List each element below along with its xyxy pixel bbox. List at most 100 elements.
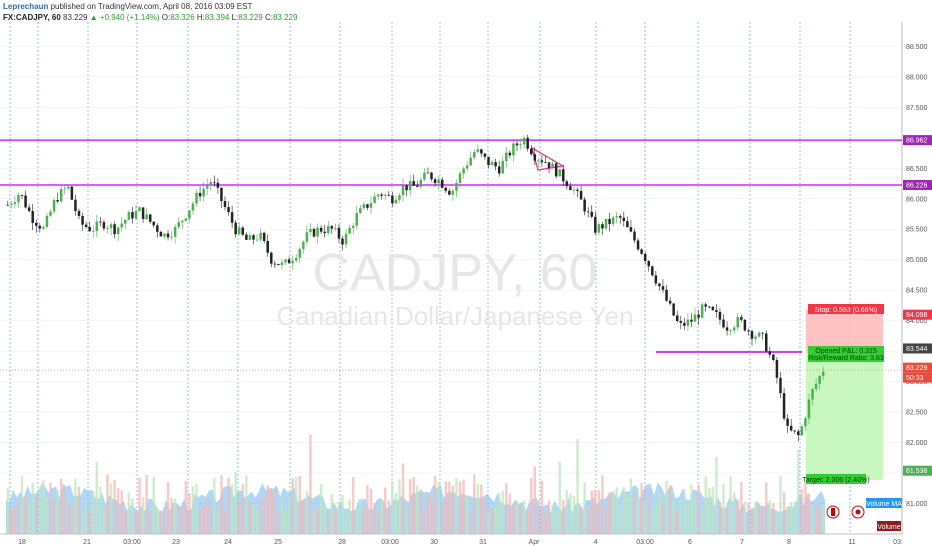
price-axis[interactable]: 88.50088.00087.50087.00086.50086.00085.5…: [906, 44, 928, 508]
volume-bar: [711, 486, 715, 534]
candle-body: [177, 222, 180, 227]
volume-bar: [754, 501, 757, 534]
published-text: published on TradingView.com, April 08, …: [50, 2, 253, 11]
volume-bar: [380, 499, 383, 534]
volume-bar: [668, 485, 672, 534]
candle-body: [718, 311, 722, 320]
triangle-pattern[interactable]: [531, 146, 565, 171]
volume-bar: [814, 503, 818, 534]
long-position-tool[interactable]: Stop: 0.553 (0.66%) Opened P&L: 0.315 Ri…: [802, 304, 884, 484]
volume-bar: [134, 512, 138, 534]
canada-flag-icon[interactable]: [826, 505, 840, 519]
candle-body: [198, 193, 202, 197]
volume-bar: [455, 478, 458, 534]
volume-bar: [654, 501, 658, 534]
volume-bar: [351, 476, 355, 534]
candle-body: [800, 426, 804, 436]
candle-body: [156, 225, 159, 232]
volume-bar: [319, 483, 323, 534]
candle-body: [202, 188, 205, 197]
candle-body: [693, 314, 697, 322]
candle-body: [554, 163, 558, 177]
candle-body: [102, 222, 106, 229]
volume-bar: [348, 499, 351, 534]
candle-body: [715, 310, 718, 312]
volume-bar: [159, 510, 163, 534]
candle-body: [430, 172, 433, 180]
price-tick-label: 84.500: [906, 288, 928, 295]
symbol-label[interactable]: FX:CADJPY, 60: [3, 13, 61, 22]
candle-body: [686, 319, 690, 326]
volume-bar: [127, 492, 131, 534]
volume-bar: [280, 497, 284, 534]
time-axis[interactable]: 18 21 03:00 23 24 25 28 03:00 30 31 Apr 4 03:00 6 7 8 11…: [18, 539, 903, 546]
price-badge: [903, 135, 932, 146]
candle-body: [729, 330, 732, 332]
candle-body: [494, 162, 497, 167]
candle-body: [362, 204, 366, 209]
volume-bar: [540, 480, 544, 534]
volume-bar: [148, 513, 152, 534]
volume-bar: [661, 504, 665, 534]
volume-bar: [569, 493, 572, 534]
author-link[interactable]: Leprechaun: [3, 2, 49, 11]
candle-body: [166, 233, 170, 238]
low-label: L:: [231, 13, 239, 22]
candle-body: [576, 189, 579, 191]
volume-bar: [88, 511, 91, 534]
volume-bar: [462, 479, 465, 534]
volume-bar: [77, 486, 81, 534]
candle-body: [515, 143, 519, 146]
volume-bar: [227, 477, 230, 534]
volume-bar: [27, 503, 31, 534]
candle-body: [440, 179, 444, 188]
candle-body: [6, 204, 10, 206]
candle-body: [141, 207, 145, 220]
candle-body: [722, 319, 725, 328]
volume-bar: [59, 478, 63, 534]
candle-body: [743, 319, 747, 331]
volume-bar: [334, 508, 337, 534]
candle-body: [191, 203, 195, 211]
volume-bar: [797, 449, 800, 534]
candle-body: [665, 289, 668, 301]
candle-body: [134, 211, 138, 219]
candle-body: [562, 169, 565, 182]
price-badge-text: 84.098: [906, 312, 928, 319]
candle-body: [223, 201, 227, 208]
volume-bar: [13, 506, 17, 534]
volume-bar: [387, 500, 391, 534]
candle-body: [323, 231, 326, 233]
volume-ma-label: Volume MA: [866, 498, 902, 508]
candle-body: [170, 236, 173, 238]
volume-badge: Volume: [877, 521, 901, 531]
candle-body: [572, 189, 576, 191]
axis-corner: [902, 534, 932, 550]
time-tick-label: 8: [787, 539, 791, 546]
volume-bar: [686, 502, 690, 534]
candle-body: [501, 161, 504, 174]
volume-bar: [473, 474, 476, 534]
candle-body: [740, 317, 743, 320]
volume-bar: [209, 506, 212, 534]
price-badge: [903, 372, 932, 383]
candle-body: [586, 211, 590, 213]
candle-body: [152, 221, 156, 226]
volume-bar: [181, 506, 184, 534]
volume-bar: [643, 502, 647, 534]
volume-bar: [184, 480, 188, 534]
candle-body: [451, 190, 455, 195]
volume-bar: [177, 507, 180, 534]
horizontal-levels[interactable]: [0, 139, 902, 186]
candle-body: [651, 266, 654, 276]
japan-flag-icon[interactable]: [851, 505, 865, 519]
volume-bar: [223, 509, 227, 534]
volume-bar: [266, 485, 269, 534]
volume-bar: [451, 485, 455, 534]
candle-body: [668, 300, 672, 304]
candle-body: [747, 330, 750, 332]
price-badge-text: 83.544: [906, 346, 928, 353]
candle-body: [109, 224, 113, 229]
candle-body: [811, 389, 814, 400]
